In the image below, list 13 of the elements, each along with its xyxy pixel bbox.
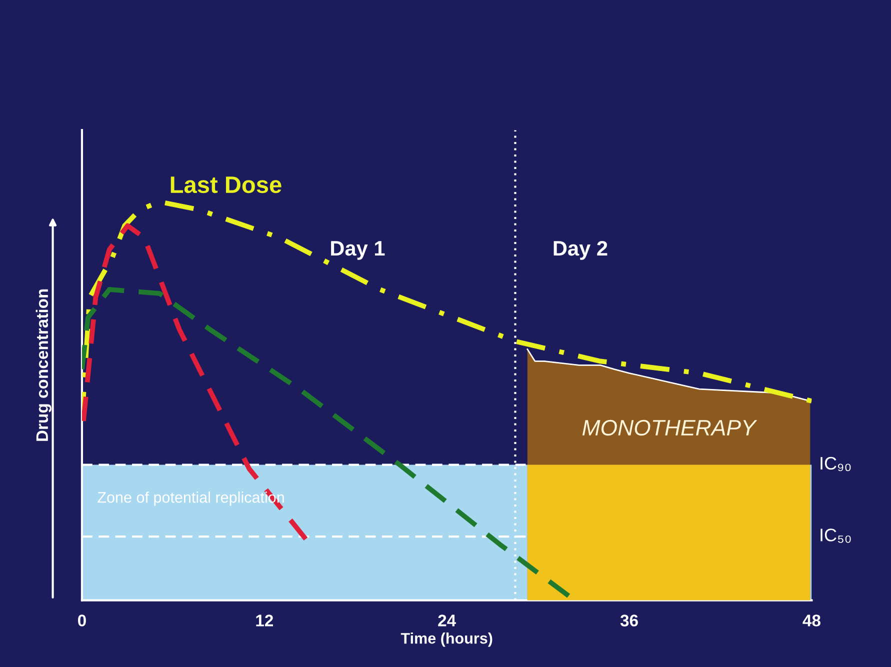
x-tick-label: 36 (620, 614, 638, 626)
y-axis-title: Drug concentration (36, 289, 52, 441)
x-tick-label: 48 (802, 614, 820, 626)
annotation: Day 1 (331, 241, 385, 260)
x-tick-label: 12 (256, 614, 274, 626)
series-label: MONOTHERAPY (582, 420, 758, 436)
x-tick-label: 24 (438, 614, 456, 626)
annotation: Day 2 (554, 240, 608, 260)
ref-line-label: IC₅₀ (820, 528, 851, 543)
x-tick-label: 0 (78, 614, 86, 626)
text: Last Dose (170, 176, 282, 194)
ref-line-label: IC₉₀ (820, 456, 851, 472)
x-axis-title: Time (hours) (400, 632, 492, 647)
